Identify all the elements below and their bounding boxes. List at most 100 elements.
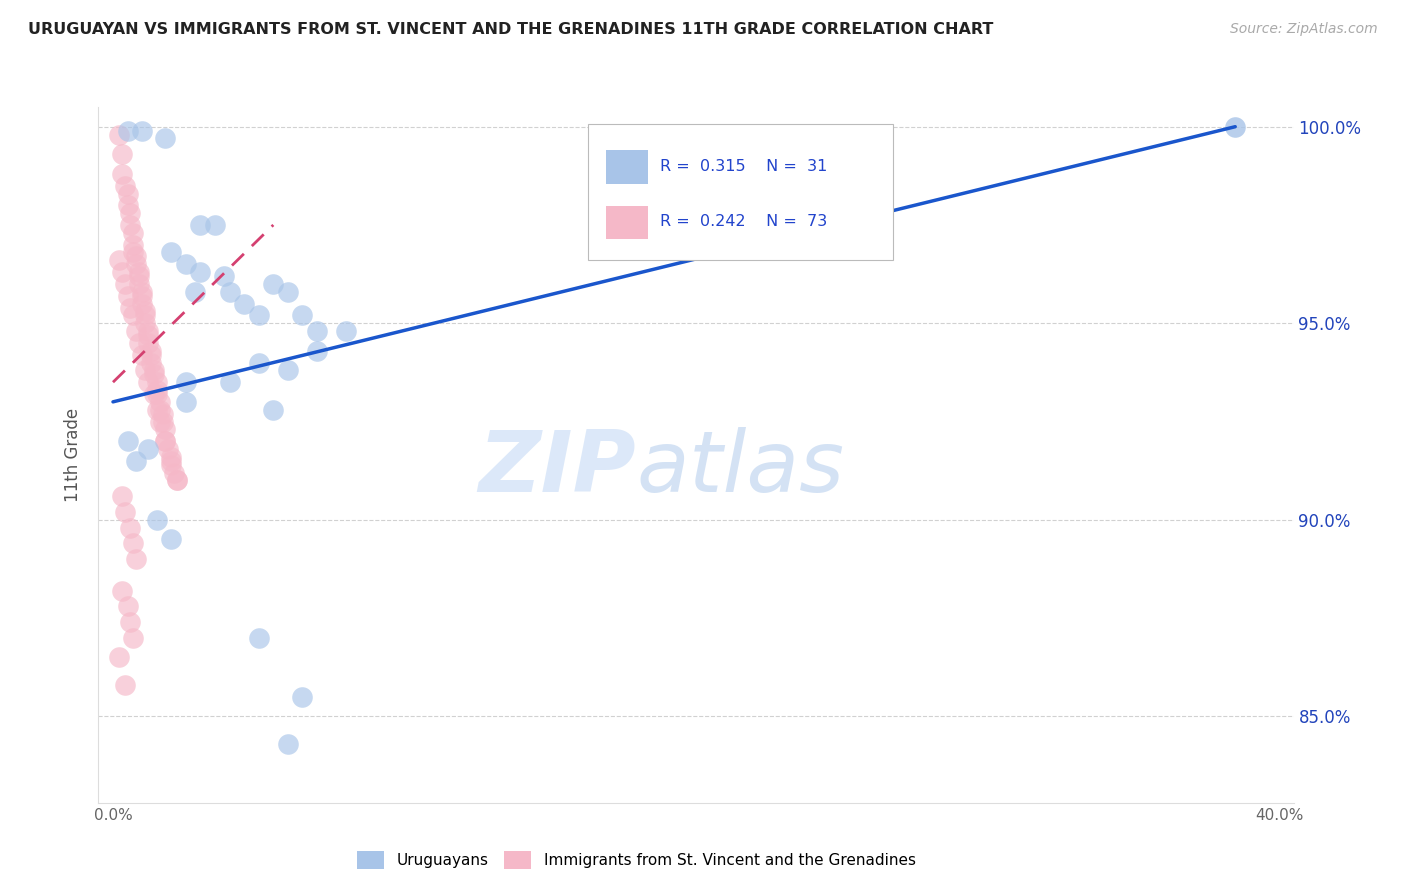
Point (108, 650, 131, 665)
Point (134, 304, 156, 318)
Point (247, 631, 270, 645)
Point (117, 198, 139, 212)
Text: Source: ZipAtlas.com: Source: ZipAtlas.com (1230, 22, 1378, 37)
Point (190, 218, 212, 232)
Point (125, 454, 148, 468)
Point (136, 442, 159, 456)
Point (108, 128, 131, 142)
Point (122, 226, 145, 240)
Point (131, 296, 153, 310)
Point (128, 335, 150, 350)
Bar (606, 206, 648, 239)
Point (163, 466, 186, 480)
Point (136, 335, 159, 350)
Point (120, 218, 142, 232)
Point (277, 285, 299, 299)
Point (139, 343, 162, 358)
Point (125, 552, 148, 566)
Point (131, 348, 153, 362)
Text: ZIP: ZIP (478, 427, 637, 510)
Point (122, 536, 145, 550)
Point (125, 257, 148, 271)
Point (291, 690, 314, 704)
Point (111, 167, 134, 181)
Point (134, 309, 156, 323)
Point (117, 599, 139, 614)
Point (117, 123, 139, 137)
Point (145, 383, 167, 397)
Point (136, 324, 159, 338)
Legend: Uruguayans, Immigrants from St. Vincent and the Grenadines: Uruguayans, Immigrants from St. Vincent … (350, 846, 922, 875)
Point (204, 218, 226, 232)
Point (114, 678, 136, 692)
Point (145, 402, 167, 417)
Point (114, 277, 136, 291)
Point (145, 387, 167, 401)
Point (247, 309, 270, 323)
Point (111, 265, 134, 279)
Point (128, 277, 150, 291)
Point (139, 355, 162, 369)
Point (108, 253, 131, 268)
Point (111, 489, 134, 503)
Point (262, 277, 284, 291)
Point (152, 407, 174, 421)
Text: atlas: atlas (637, 427, 844, 510)
Point (291, 309, 314, 323)
Point (174, 257, 197, 271)
Point (157, 442, 180, 456)
Point (155, 434, 177, 449)
Point (111, 583, 134, 598)
Point (125, 324, 148, 338)
Point (160, 533, 183, 547)
Point (277, 363, 299, 377)
Point (120, 615, 142, 629)
Point (174, 375, 197, 389)
Point (128, 268, 150, 283)
Point (122, 631, 145, 645)
Bar (606, 150, 648, 184)
Point (305, 324, 328, 338)
Point (160, 450, 183, 464)
Point (120, 521, 142, 535)
Point (131, 289, 153, 303)
Point (120, 301, 142, 315)
Point (183, 285, 205, 299)
Point (142, 368, 165, 382)
Point (111, 147, 134, 161)
Y-axis label: 11th Grade: 11th Grade (65, 408, 83, 502)
Point (155, 131, 177, 145)
Point (134, 316, 156, 330)
Point (122, 309, 145, 323)
Point (142, 387, 165, 401)
Point (166, 474, 188, 488)
Point (335, 324, 357, 338)
Point (277, 737, 299, 751)
Point (128, 265, 150, 279)
Point (114, 505, 136, 519)
Point (122, 237, 145, 252)
Point (136, 375, 159, 389)
Text: R =  0.242    N =  73: R = 0.242 N = 73 (661, 214, 827, 229)
Point (117, 434, 139, 449)
Point (218, 285, 240, 299)
Point (160, 245, 183, 260)
Point (122, 245, 145, 260)
Point (117, 289, 139, 303)
Text: R =  0.315    N =  31: R = 0.315 N = 31 (661, 159, 828, 174)
Point (136, 328, 159, 343)
Point (155, 422, 177, 436)
Point (305, 343, 328, 358)
Point (149, 402, 172, 417)
Point (120, 206, 142, 220)
Point (134, 363, 156, 377)
Point (145, 375, 167, 389)
Point (145, 513, 167, 527)
Point (160, 454, 183, 468)
Point (1225, 120, 1247, 134)
Point (160, 458, 183, 472)
Point (131, 285, 153, 299)
Point (131, 123, 153, 137)
Point (166, 474, 188, 488)
Point (149, 395, 172, 409)
